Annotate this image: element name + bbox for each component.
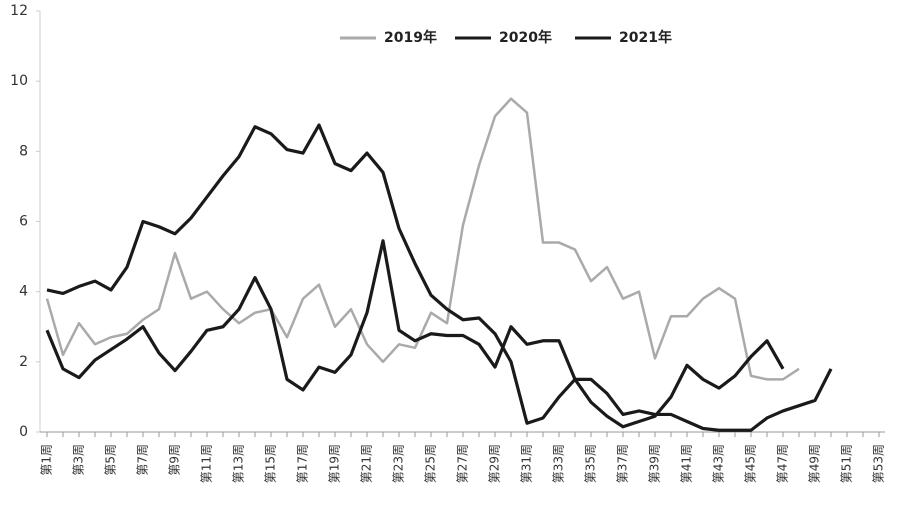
- x-tick-label: 第17周: [296, 444, 310, 483]
- x-tick-label: 第5周: [104, 444, 118, 476]
- legend-label: 2021年: [619, 29, 672, 46]
- x-tick-label: 第47周: [776, 444, 790, 483]
- x-tick-label: 第51周: [840, 444, 854, 483]
- y-tick-label: 10: [10, 73, 28, 89]
- x-tick-label: 第1周: [40, 444, 54, 476]
- y-tick-label: 0: [19, 424, 28, 440]
- x-tick-label: 第33周: [552, 444, 566, 483]
- legend-label: 2019年: [384, 29, 437, 46]
- x-tick-label: 第37周: [616, 444, 630, 483]
- x-tick-label: 第31周: [520, 444, 534, 483]
- x-tick-label: 第21周: [360, 444, 374, 483]
- x-tick-label: 第25周: [424, 444, 438, 483]
- x-tick-label: 第23周: [392, 444, 406, 483]
- x-tick-label: 第41周: [680, 444, 694, 483]
- y-tick-label: 2: [19, 354, 28, 370]
- x-tick-label: 第19周: [328, 444, 342, 483]
- x-tick-label: 第35周: [584, 444, 598, 483]
- x-tick-label: 第9周: [168, 444, 182, 476]
- x-tick-label: 第3周: [72, 444, 86, 476]
- x-tick-label: 第53周: [872, 444, 886, 483]
- x-tick-label: 第11周: [200, 444, 214, 483]
- series-line: [46, 123, 833, 432]
- y-tick-label: 12: [10, 3, 28, 19]
- x-tick-label: 第29周: [488, 444, 502, 483]
- y-tick-label: 6: [19, 214, 28, 230]
- x-tick-label: 第39周: [648, 444, 662, 483]
- x-tick-label: 第43周: [712, 444, 726, 483]
- x-tick-label: 第49周: [808, 444, 822, 483]
- series-line: [45, 239, 785, 429]
- x-tick-label: 第13周: [232, 444, 246, 483]
- legend-label: 2020年: [499, 29, 552, 46]
- y-tick-label: 4: [19, 284, 28, 300]
- x-tick-label: 第15周: [264, 444, 278, 483]
- series-line: [45, 97, 800, 381]
- y-tick-label: 8: [19, 143, 28, 159]
- x-tick-label: 第27周: [456, 444, 470, 483]
- x-tick-label: 第45周: [744, 444, 758, 483]
- x-tick-label: 第7周: [136, 444, 150, 476]
